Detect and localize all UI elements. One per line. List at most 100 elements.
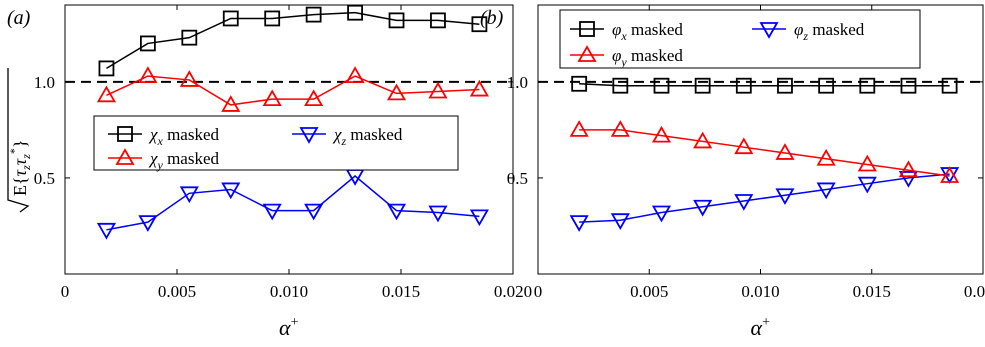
legend-box: [93, 115, 459, 171]
data-point: [345, 169, 365, 186]
data-point: [612, 77, 629, 94]
data-point: [222, 10, 239, 27]
data-point: [653, 77, 670, 94]
legend-label: φx masked: [612, 20, 683, 43]
data-point: [651, 125, 672, 143]
data-point: [610, 120, 630, 137]
legend-marker: [117, 126, 133, 142]
legend-marker: [299, 127, 319, 144]
radical-sign: [7, 68, 30, 213]
x-axis-label: α+: [751, 315, 771, 340]
data-point: [428, 205, 448, 223]
data-point: [469, 79, 489, 97]
series-line: [106, 11, 480, 70]
data-point: [693, 199, 713, 217]
data-point: [386, 83, 407, 101]
legend-marker: [759, 22, 779, 39]
x-tick-label: 0.015: [853, 282, 891, 301]
y-axis-label: E{τzτz*}: [7, 68, 33, 213]
legend-label: φy masked: [612, 46, 683, 69]
data-point: [571, 75, 588, 92]
data-point: [693, 131, 713, 149]
data-point: [262, 89, 282, 107]
data-point: [775, 188, 795, 206]
data-point: [818, 77, 835, 94]
data-point: [386, 203, 407, 221]
data-point: [96, 222, 116, 240]
data-point: [940, 166, 960, 183]
legend-label: φz masked: [794, 20, 865, 43]
data-point: [345, 66, 365, 83]
x-tick-label: 0.020: [964, 282, 985, 301]
data-point: [304, 89, 324, 107]
data-point: [179, 70, 199, 87]
x-tick-label: 0.015: [382, 282, 420, 301]
data-point: [898, 171, 919, 188]
data-point: [694, 77, 711, 94]
data-point: [651, 205, 672, 223]
data-point: [304, 203, 324, 221]
data-point: [734, 137, 754, 155]
legend-label: χz masked: [332, 125, 403, 148]
data-point: [857, 154, 877, 172]
x-tick-label: 0.020: [494, 282, 532, 301]
x-tick-label: 0: [61, 282, 70, 301]
x-tick-label: 0.010: [741, 282, 779, 301]
y-axis-label-text: E{τzτz*}: [7, 139, 33, 196]
panel-label: (a): [7, 7, 31, 29]
panel-b: 0 0.005 0.010 0.015 0.020 0.5 1.0 α+ (b) φx maske…: [480, 4, 985, 340]
data-point: [138, 66, 158, 83]
x-tick-label: 0.010: [270, 282, 308, 301]
data-point: [181, 29, 198, 46]
data-point: [900, 77, 917, 94]
series-line: [579, 129, 950, 177]
y-tick-label: 1.0: [34, 73, 55, 92]
data-point: [857, 176, 877, 194]
data-point: [96, 85, 116, 103]
data-point: [735, 77, 752, 94]
panel-a: 0 0.005 0.010 0.015 0.020 0.5 1.0 α+ (a) χx maske…: [7, 4, 532, 340]
data-point: [610, 213, 630, 231]
legend-marker: [115, 148, 135, 165]
data-point: [471, 16, 488, 33]
panel-label: (b): [480, 7, 504, 29]
data-point: [816, 148, 836, 166]
x-tick-label: 0.005: [630, 282, 668, 301]
x-axis-label: α+: [279, 315, 299, 340]
y-tick-label: 0.5: [34, 169, 55, 188]
data-point: [221, 182, 241, 200]
data-point: [347, 4, 363, 21]
data-point: [734, 194, 754, 211]
data-point: [98, 60, 115, 77]
data-point: [941, 77, 958, 94]
y-tick-label: 1.0: [507, 73, 528, 92]
data-point: [898, 160, 919, 178]
data-point: [569, 120, 589, 137]
data-point: [569, 215, 589, 232]
data-point: [139, 35, 156, 52]
data-point: [777, 77, 793, 94]
series-line: [106, 75, 480, 106]
data-point: [264, 10, 281, 27]
data-point: [816, 182, 836, 200]
y-tick-label: 0.5: [507, 169, 528, 188]
data-point: [221, 95, 241, 112]
data-point: [775, 143, 795, 160]
series-line: [106, 175, 480, 231]
legend-label: χx masked: [148, 125, 219, 148]
data-point: [262, 203, 282, 221]
legend: χx masked χz masked χy masked: [93, 115, 459, 172]
legend-marker: [577, 45, 597, 62]
x-tick-label: 0: [534, 282, 543, 301]
data-point: [859, 77, 876, 94]
legend-label: χy masked: [148, 149, 219, 172]
legend-marker: [579, 21, 595, 37]
series-line: [579, 83, 950, 87]
data-point: [179, 186, 199, 204]
data-point: [430, 12, 446, 29]
data-point: [138, 215, 158, 232]
series-line: [579, 173, 950, 223]
x-tick-label: 0.005: [158, 282, 196, 301]
